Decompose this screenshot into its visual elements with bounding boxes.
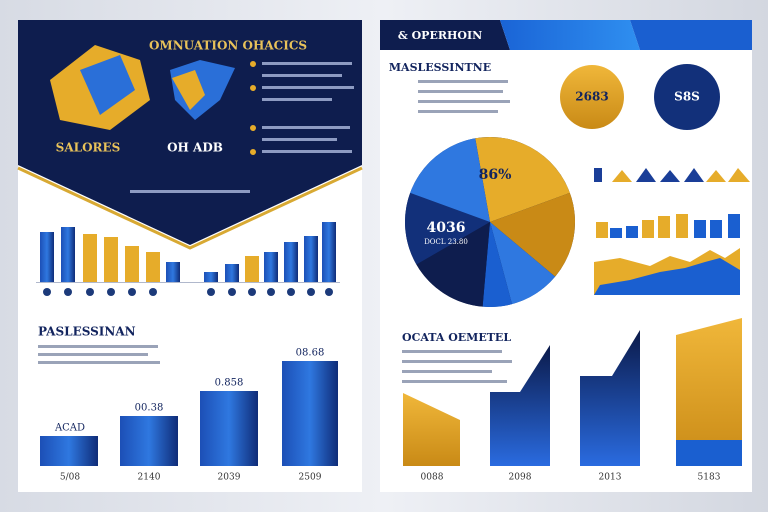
header-label: OH ADB: [167, 141, 223, 155]
text-lines: [402, 350, 512, 383]
bars-3d: [40, 361, 338, 466]
bar-label: 08.68: [296, 348, 325, 359]
chevron: [17, 166, 363, 250]
pie-wedge: [490, 192, 576, 277]
big-bars: [403, 318, 742, 466]
pie-label: 86%: [479, 167, 512, 183]
small-bars: [36, 222, 340, 283]
header-title: OMNUATION OHACICS: [149, 39, 307, 53]
circle-label: 2683: [575, 90, 608, 104]
header-title: & OPERHOIN: [398, 29, 482, 42]
header-tab: [630, 20, 752, 50]
year-label: 2098: [509, 473, 532, 483]
pie: [405, 136, 576, 307]
pie-wedge: [490, 222, 556, 305]
year-label: 2509: [299, 473, 322, 483]
section-title: OCATA OEMETEL: [402, 331, 511, 344]
subtitle: MASLESSINTNE: [389, 61, 491, 74]
pie-wedge: [482, 222, 512, 307]
pie-label: 4036: [427, 220, 466, 236]
bullets: [250, 61, 256, 155]
right-header: [380, 20, 510, 50]
pie-wedge: [405, 192, 490, 265]
bar-label: ACAD: [54, 423, 85, 434]
header-tab: [500, 20, 640, 50]
year-label: 2013: [599, 473, 622, 483]
header-label: SALORES: [56, 141, 121, 155]
text-lines: [38, 345, 160, 364]
year-label: 5183: [698, 473, 721, 483]
pie-wedge: [410, 138, 490, 222]
year-label: 2039: [218, 473, 241, 483]
text-lines: [418, 80, 510, 113]
circle-badge: [654, 64, 720, 130]
year-label: 2140: [138, 473, 161, 483]
map-shape: [172, 70, 205, 110]
bar-label: 00.38: [135, 403, 164, 414]
year-label: 5/08: [60, 473, 80, 483]
pie-wedge: [416, 222, 490, 307]
pie-wedge: [475, 136, 570, 222]
triangle-row: [594, 168, 750, 182]
section-title: PASLESSINAN: [38, 325, 136, 339]
bar-label: 0.858: [215, 378, 244, 389]
map-shape: [80, 55, 135, 115]
icon-row: [43, 288, 333, 296]
area-chart: [594, 258, 740, 295]
circle-badge: [560, 65, 624, 129]
year-label: 0088: [421, 473, 444, 483]
pie-label: DOCL 23.80: [424, 238, 468, 246]
circle-label: S8S: [674, 90, 700, 104]
text-lines: [130, 62, 354, 193]
mini-bars: [596, 214, 740, 238]
